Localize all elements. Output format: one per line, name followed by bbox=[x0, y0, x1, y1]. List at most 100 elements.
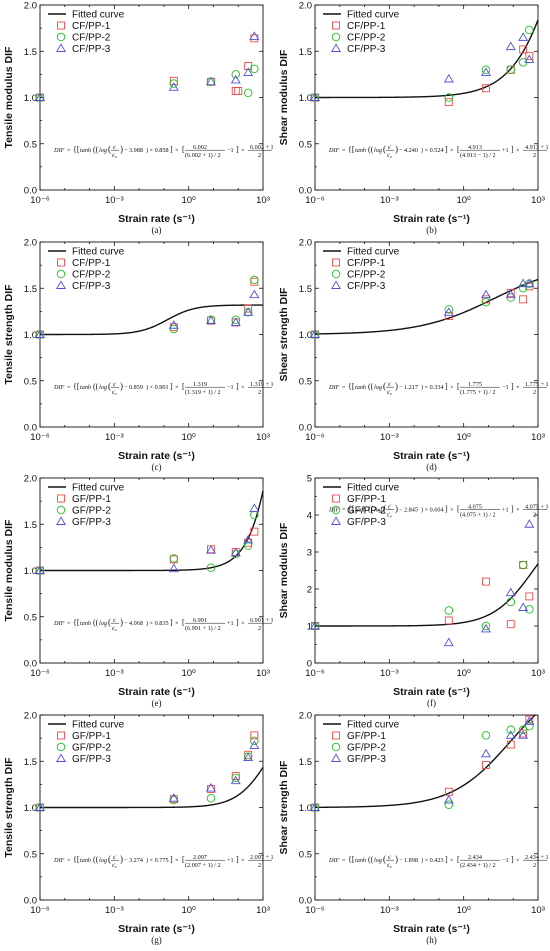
formula-term: × bbox=[241, 384, 245, 391]
legend-label: Fitted curve bbox=[347, 719, 400, 730]
formula-term: (( bbox=[368, 145, 374, 154]
y-axis-label: Tensile strength DIF bbox=[3, 283, 15, 384]
x-tick-label: 10⁻³ bbox=[105, 905, 124, 916]
formula-term: +1 bbox=[227, 857, 234, 864]
x-tick-label: 10³ bbox=[531, 905, 545, 916]
formula-term: {[ bbox=[348, 504, 355, 513]
formula-term: (( bbox=[368, 855, 374, 864]
formula-term: × bbox=[241, 857, 245, 864]
legend-label: Fitted curve bbox=[72, 719, 125, 730]
legend-label: Fitted curve bbox=[347, 10, 400, 21]
legend-label: GF/PP-3 bbox=[347, 517, 386, 528]
formula-term: ε̇₀ bbox=[387, 511, 392, 518]
legend-label: GF/PP-1 bbox=[347, 731, 386, 742]
x-tick-label: 10³ bbox=[256, 905, 270, 916]
data-point-3 bbox=[250, 504, 258, 511]
formula-term: × bbox=[516, 506, 520, 513]
formula-term: ] bbox=[445, 504, 448, 513]
y-tick-label: 0.5 bbox=[24, 612, 37, 623]
y-tick-label: 0.5 bbox=[299, 849, 312, 860]
data-point-3 bbox=[482, 290, 490, 297]
formula-term: × bbox=[450, 384, 454, 391]
x-tick-label: 10⁻³ bbox=[105, 195, 124, 206]
formula-term: DIF bbox=[328, 384, 340, 391]
data-point-1 bbox=[445, 617, 452, 624]
formula-term: ] bbox=[236, 145, 239, 154]
formula-term: (1.775 + 1) / 2 bbox=[460, 389, 496, 396]
y-tick-label: 1.5 bbox=[299, 283, 312, 294]
data-point-3 bbox=[250, 290, 258, 297]
x-tick-label: 10⁻³ bbox=[380, 905, 399, 916]
formula-term: DIF bbox=[53, 384, 65, 391]
legend-label: CF/PP-1 bbox=[72, 21, 111, 32]
legend-label: CF/PP-3 bbox=[347, 281, 386, 292]
formula-term: {[ bbox=[348, 145, 355, 154]
data-point-2 bbox=[244, 89, 252, 97]
legend-label: GF/PP-2 bbox=[72, 742, 111, 753]
formula-term: × bbox=[516, 147, 520, 154]
x-axis-label: Strain rate (s⁻¹) bbox=[393, 686, 470, 698]
formula-term: DIF bbox=[53, 147, 65, 154]
formula-term: log bbox=[99, 857, 107, 864]
formula-term: tanh bbox=[355, 384, 366, 391]
x-axis-label: Strain rate (s⁻¹) bbox=[118, 686, 195, 698]
formula-term: log bbox=[374, 384, 382, 391]
formula-term: ) × 0.524 bbox=[421, 147, 444, 154]
formula-term: × bbox=[450, 857, 454, 864]
legend-label: Fitted curve bbox=[72, 483, 125, 494]
formula-term: tanh bbox=[355, 857, 366, 864]
x-tick-label: 10⁰ bbox=[181, 905, 196, 916]
x-tick-label: 10⁻³ bbox=[105, 432, 124, 443]
formula-term: 2 bbox=[258, 862, 261, 869]
panel-label: (a) bbox=[152, 225, 162, 235]
formula-term: − 4.068 bbox=[124, 620, 143, 627]
formula-term: {[ bbox=[73, 855, 80, 864]
x-tick-label: 10⁻⁶ bbox=[305, 905, 325, 916]
dif-formula: DIF={[tanh((log(ε̇ε̇₀)− 0.859) × 0.901]×… bbox=[53, 381, 274, 396]
data-point-3 bbox=[207, 783, 215, 790]
data-point-3 bbox=[445, 638, 453, 645]
x-tick-label: 10⁻³ bbox=[380, 432, 399, 443]
data-point-1 bbox=[482, 578, 489, 585]
formula-term: × bbox=[175, 620, 179, 627]
data-point-2 bbox=[251, 276, 259, 284]
formula-term: tanh bbox=[355, 147, 366, 154]
formula-term: ( bbox=[108, 617, 111, 627]
y-tick-label: 1.0 bbox=[299, 93, 312, 104]
legend-label: CF/PP-3 bbox=[347, 44, 386, 55]
legend-label: CF/PP-2 bbox=[347, 33, 386, 44]
legend-marker bbox=[332, 281, 340, 288]
formula-term: (( bbox=[93, 382, 99, 391]
data-point-1 bbox=[251, 278, 258, 285]
data-point-2 bbox=[519, 561, 527, 569]
formula-term: × bbox=[516, 857, 520, 864]
legend-marker bbox=[57, 754, 65, 761]
formula-term: = bbox=[67, 384, 71, 391]
y-tick-label: 1.0 bbox=[299, 803, 312, 814]
y-tick-label: 1.5 bbox=[24, 520, 37, 531]
panel-label: (b) bbox=[426, 225, 437, 235]
legend-marker bbox=[57, 33, 65, 41]
dif-formula: DIF={[tanh((log(ε̇ε̇₀)− 4.068) × 0.835]×… bbox=[53, 617, 274, 632]
x-tick-label: 10⁰ bbox=[456, 432, 471, 443]
formula-term: (2.434 + 1) / 2 bbox=[460, 862, 496, 869]
panel-label: (d) bbox=[426, 462, 437, 472]
y-axis-label: Tensile strength DIF bbox=[3, 756, 15, 857]
formula-term: ) bbox=[395, 503, 398, 513]
x-tick-label: 10⁻³ bbox=[105, 668, 124, 679]
legend-label: GF/PP-2 bbox=[72, 506, 111, 517]
formula-term: ) × 0.858 bbox=[146, 147, 169, 154]
formula-term: ] bbox=[236, 382, 239, 391]
formula-term: 2 bbox=[533, 152, 536, 159]
y-tick-label: 4 bbox=[307, 511, 312, 522]
y-tick-label: 1.5 bbox=[24, 283, 37, 294]
legend-marker bbox=[332, 517, 340, 524]
legend-marker bbox=[57, 270, 65, 278]
data-point-1 bbox=[445, 99, 452, 106]
